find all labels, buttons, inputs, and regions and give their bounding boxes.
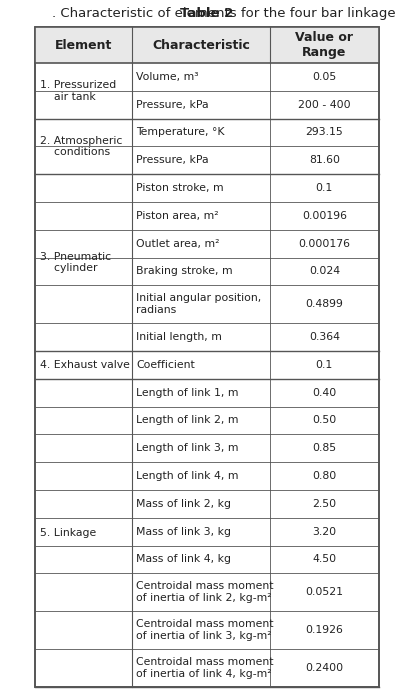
Text: Element: Element xyxy=(55,38,112,51)
Text: Mass of link 3, kg: Mass of link 3, kg xyxy=(136,527,231,537)
Bar xyxy=(35,27,378,63)
Text: Length of link 2, m: Length of link 2, m xyxy=(136,416,238,425)
Text: 200 - 400: 200 - 400 xyxy=(297,99,350,110)
Text: Length of link 3, m: Length of link 3, m xyxy=(136,443,238,453)
Text: Coefficient: Coefficient xyxy=(136,360,195,370)
Text: 0.40: 0.40 xyxy=(311,388,336,398)
Text: Pressure, kPa: Pressure, kPa xyxy=(136,99,209,110)
Text: 4.50: 4.50 xyxy=(311,555,336,564)
Text: Mass of link 4, kg: Mass of link 4, kg xyxy=(136,555,231,564)
Text: 0.85: 0.85 xyxy=(311,443,336,453)
Text: 81.60: 81.60 xyxy=(308,155,339,165)
Text: 0.50: 0.50 xyxy=(311,416,336,425)
Text: Table 2: Table 2 xyxy=(180,7,233,20)
Text: Centroidal mass moment
of inertia of link 3, kg-m²: Centroidal mass moment of inertia of lin… xyxy=(136,619,273,641)
Text: Outlet area, m²: Outlet area, m² xyxy=(136,238,219,249)
Text: Characteristic: Characteristic xyxy=(152,38,249,51)
Text: 293.15: 293.15 xyxy=(305,127,342,138)
Text: 0.0521: 0.0521 xyxy=(305,587,342,597)
Text: 3. Pneumatic
    cylinder: 3. Pneumatic cylinder xyxy=(40,252,110,273)
Text: Temperature, °K: Temperature, °K xyxy=(136,127,224,138)
Text: 5. Linkage: 5. Linkage xyxy=(40,528,96,538)
Text: Mass of link 2, kg: Mass of link 2, kg xyxy=(136,499,231,509)
Text: Value or
Range: Value or Range xyxy=(294,31,353,59)
Text: 0.1: 0.1 xyxy=(315,360,332,370)
Text: 0.1: 0.1 xyxy=(315,183,332,193)
Text: 0.1926: 0.1926 xyxy=(305,626,342,635)
Text: Volume, m³: Volume, m³ xyxy=(136,72,198,82)
Text: 0.00196: 0.00196 xyxy=(301,211,346,221)
Text: Braking stroke, m: Braking stroke, m xyxy=(136,266,232,277)
Text: Length of link 1, m: Length of link 1, m xyxy=(136,388,238,398)
Text: 0.2400: 0.2400 xyxy=(304,663,342,673)
Text: 0.80: 0.80 xyxy=(311,471,336,481)
Text: Length of link 4, m: Length of link 4, m xyxy=(136,471,238,481)
Text: 0.000176: 0.000176 xyxy=(298,238,349,249)
Text: 3.20: 3.20 xyxy=(311,527,336,537)
Text: 4. Exhaust valve: 4. Exhaust valve xyxy=(40,360,129,370)
Text: Piston stroke, m: Piston stroke, m xyxy=(136,183,223,193)
Text: . Characteristic of elements for the four bar linkage: . Characteristic of elements for the fou… xyxy=(18,7,395,20)
Text: 0.4899: 0.4899 xyxy=(305,300,342,309)
Text: 0.05: 0.05 xyxy=(311,72,336,82)
Text: Piston area, m²: Piston area, m² xyxy=(136,211,218,221)
Text: 0.364: 0.364 xyxy=(308,332,339,342)
Text: 1. Pressurized
    air tank: 1. Pressurized air tank xyxy=(40,80,116,101)
Text: 2. Atmospheric
    conditions: 2. Atmospheric conditions xyxy=(40,136,122,157)
Text: Initial length, m: Initial length, m xyxy=(136,332,222,342)
Text: 2.50: 2.50 xyxy=(311,499,336,509)
Text: Initial angular position,
radians: Initial angular position, radians xyxy=(136,293,261,315)
Text: Pressure, kPa: Pressure, kPa xyxy=(136,155,209,165)
Text: Centroidal mass moment
of inertia of link 4, kg-m²: Centroidal mass moment of inertia of lin… xyxy=(136,657,273,679)
Text: 0.024: 0.024 xyxy=(308,266,339,277)
Text: Centroidal mass moment
of inertia of link 2, kg-m²: Centroidal mass moment of inertia of lin… xyxy=(136,582,273,603)
